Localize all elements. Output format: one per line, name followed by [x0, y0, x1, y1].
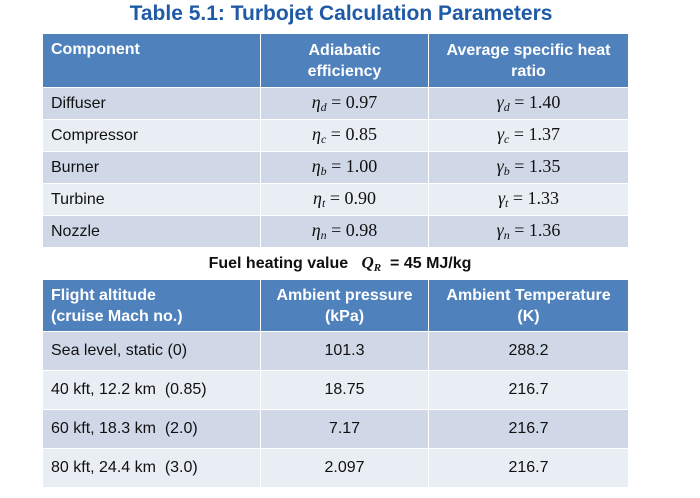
ambient-pressure-value: 18.75: [260, 370, 429, 410]
flight-conditions-table: Flight altitude (cruise Mach no.) Ambien…: [42, 279, 629, 488]
heat-ratio-cell: γn = 1.36: [428, 215, 629, 248]
table-row: Diffuser ηd = 0.97 γd = 1.40: [42, 87, 629, 120]
header-adiabatic-efficiency: Adiabatic efficiency: [260, 33, 429, 88]
efficiency-value: 0.97: [345, 92, 378, 112]
eta-subscript: b: [320, 164, 327, 178]
fuel-value: = 45 MJ/kg: [390, 255, 472, 272]
eta-symbol: η: [311, 92, 321, 112]
heat-ratio-cell: γd = 1.40: [428, 87, 629, 120]
component-name: Diffuser: [42, 87, 261, 120]
table-row: 40 kft, 12.2 km (0.85) 18.75 216.7: [42, 370, 629, 410]
table-title: Table 5.1: Turbojet Calculation Paramete…: [129, 2, 553, 25]
table-header-row: Component Adiabatic efficiency Average s…: [42, 33, 629, 88]
ambient-pressure-value: 101.3: [260, 331, 429, 371]
table-row: 80 kft, 24.4 km (3.0) 2.097 216.7: [42, 448, 629, 488]
eta-subscript: t: [321, 196, 326, 210]
header-component: Component: [42, 33, 261, 88]
flight-condition: 60 kft, 18.3 km (2.0): [42, 409, 261, 449]
efficiency-cell: ηd = 0.97: [260, 87, 429, 120]
fuel-label: Fuel heating value: [208, 255, 349, 272]
eta-symbol: η: [312, 124, 321, 144]
eta-symbol: η: [313, 188, 322, 208]
gamma-subscript: c: [504, 132, 510, 146]
header-specific-heat-ratio: Average specific heat ratio: [428, 33, 629, 88]
heat-ratio-value: 1.40: [528, 92, 561, 112]
gamma-symbol: γ: [496, 92, 504, 112]
flight-condition: Sea level, static (0): [42, 331, 261, 371]
ambient-temperature-value: 216.7: [428, 448, 629, 488]
header-adiabatic-efficiency-label: Adiabatic efficiency: [307, 41, 382, 80]
efficiency-value: 1.00: [345, 156, 378, 176]
table-row: 60 kft, 18.3 km (2.0) 7.17 216.7: [42, 409, 629, 449]
heat-ratio-value: 1.35: [528, 156, 561, 176]
header-line: Ambient pressure: [276, 286, 413, 304]
table-row: Nozzle ηn = 0.98 γn = 1.36: [42, 215, 629, 248]
heat-ratio-cell: γc = 1.37: [428, 119, 629, 152]
ambient-temperature-value: 288.2: [428, 331, 629, 371]
eta-symbol: η: [311, 220, 321, 240]
header-ambient-pressure: Ambient pressure (kPa): [260, 279, 429, 332]
heat-ratio-cell: γt = 1.33: [428, 183, 629, 216]
efficiency-value: 0.90: [344, 188, 376, 208]
gamma-subscript: n: [503, 228, 510, 242]
header-line: (K): [517, 307, 540, 325]
heat-ratio-value: 1.33: [527, 188, 560, 208]
flight-condition: 40 kft, 12.2 km (0.85): [42, 370, 261, 410]
gamma-symbol: γ: [497, 188, 506, 208]
gamma-subscript: b: [503, 164, 510, 178]
efficiency-cell: ηc = 0.85: [260, 119, 429, 152]
heat-ratio-value: 1.36: [528, 220, 561, 240]
component-name: Compressor: [42, 119, 261, 152]
table-row: Sea level, static (0) 101.3 288.2: [42, 331, 629, 371]
eta-subscript: c: [320, 132, 327, 146]
gamma-symbol: γ: [496, 124, 505, 144]
gamma-subscript: d: [503, 100, 510, 114]
fuel-symbol-subscript: R: [373, 262, 382, 274]
heat-ratio-cell: γb = 1.35: [428, 151, 629, 184]
efficiency-cell: ηn = 0.98: [260, 215, 429, 248]
header-line: Ambient Temperature: [446, 286, 611, 304]
gamma-symbol: γ: [496, 156, 504, 176]
ambient-pressure-value: 7.17: [260, 409, 429, 449]
eta-symbol: η: [311, 156, 321, 176]
gamma-symbol: γ: [496, 220, 504, 240]
ambient-temperature-value: 216.7: [428, 409, 629, 449]
components-table: Component Adiabatic efficiency Average s…: [42, 33, 629, 248]
ambient-temperature-value: 216.7: [428, 370, 629, 410]
table-row: Burner ηb = 1.00 γb = 1.35: [42, 151, 629, 184]
gamma-subscript: t: [505, 196, 509, 210]
header-flight-altitude: Flight altitude (cruise Mach no.): [42, 279, 261, 332]
heat-ratio-value: 1.37: [528, 124, 561, 144]
component-name: Nozzle: [42, 215, 261, 248]
ambient-pressure-value: 2.097: [260, 448, 429, 488]
header-line: (cruise Mach no.): [51, 307, 183, 325]
table-header-row: Flight altitude (cruise Mach no.) Ambien…: [42, 279, 629, 332]
header-line: (kPa): [324, 307, 365, 325]
flight-condition: 80 kft, 24.4 km (3.0): [42, 448, 261, 488]
efficiency-cell: ηb = 1.00: [260, 151, 429, 184]
header-ambient-temperature: Ambient Temperature (K): [428, 279, 629, 332]
efficiency-value: 0.98: [345, 220, 378, 240]
component-name: Turbine: [42, 183, 261, 216]
efficiency-value: 0.85: [345, 124, 377, 144]
fuel-heating-value: Fuel heating value QR = 45 MJ/kg: [0, 253, 680, 274]
header-line: Flight altitude: [51, 286, 156, 304]
fuel-symbol: QR: [361, 253, 382, 274]
eta-subscript: n: [320, 228, 327, 242]
table-row: Compressor ηc = 0.85 γc = 1.37: [42, 119, 629, 152]
efficiency-cell: ηt = 0.90: [260, 183, 429, 216]
fuel-symbol-letter: Q: [361, 253, 374, 272]
eta-subscript: d: [320, 100, 327, 114]
table-row: Turbine ηt = 0.90 γt = 1.33: [42, 183, 629, 216]
component-name: Burner: [42, 151, 261, 184]
header-specific-heat-ratio-label: Average specific heat ratio: [446, 41, 611, 80]
